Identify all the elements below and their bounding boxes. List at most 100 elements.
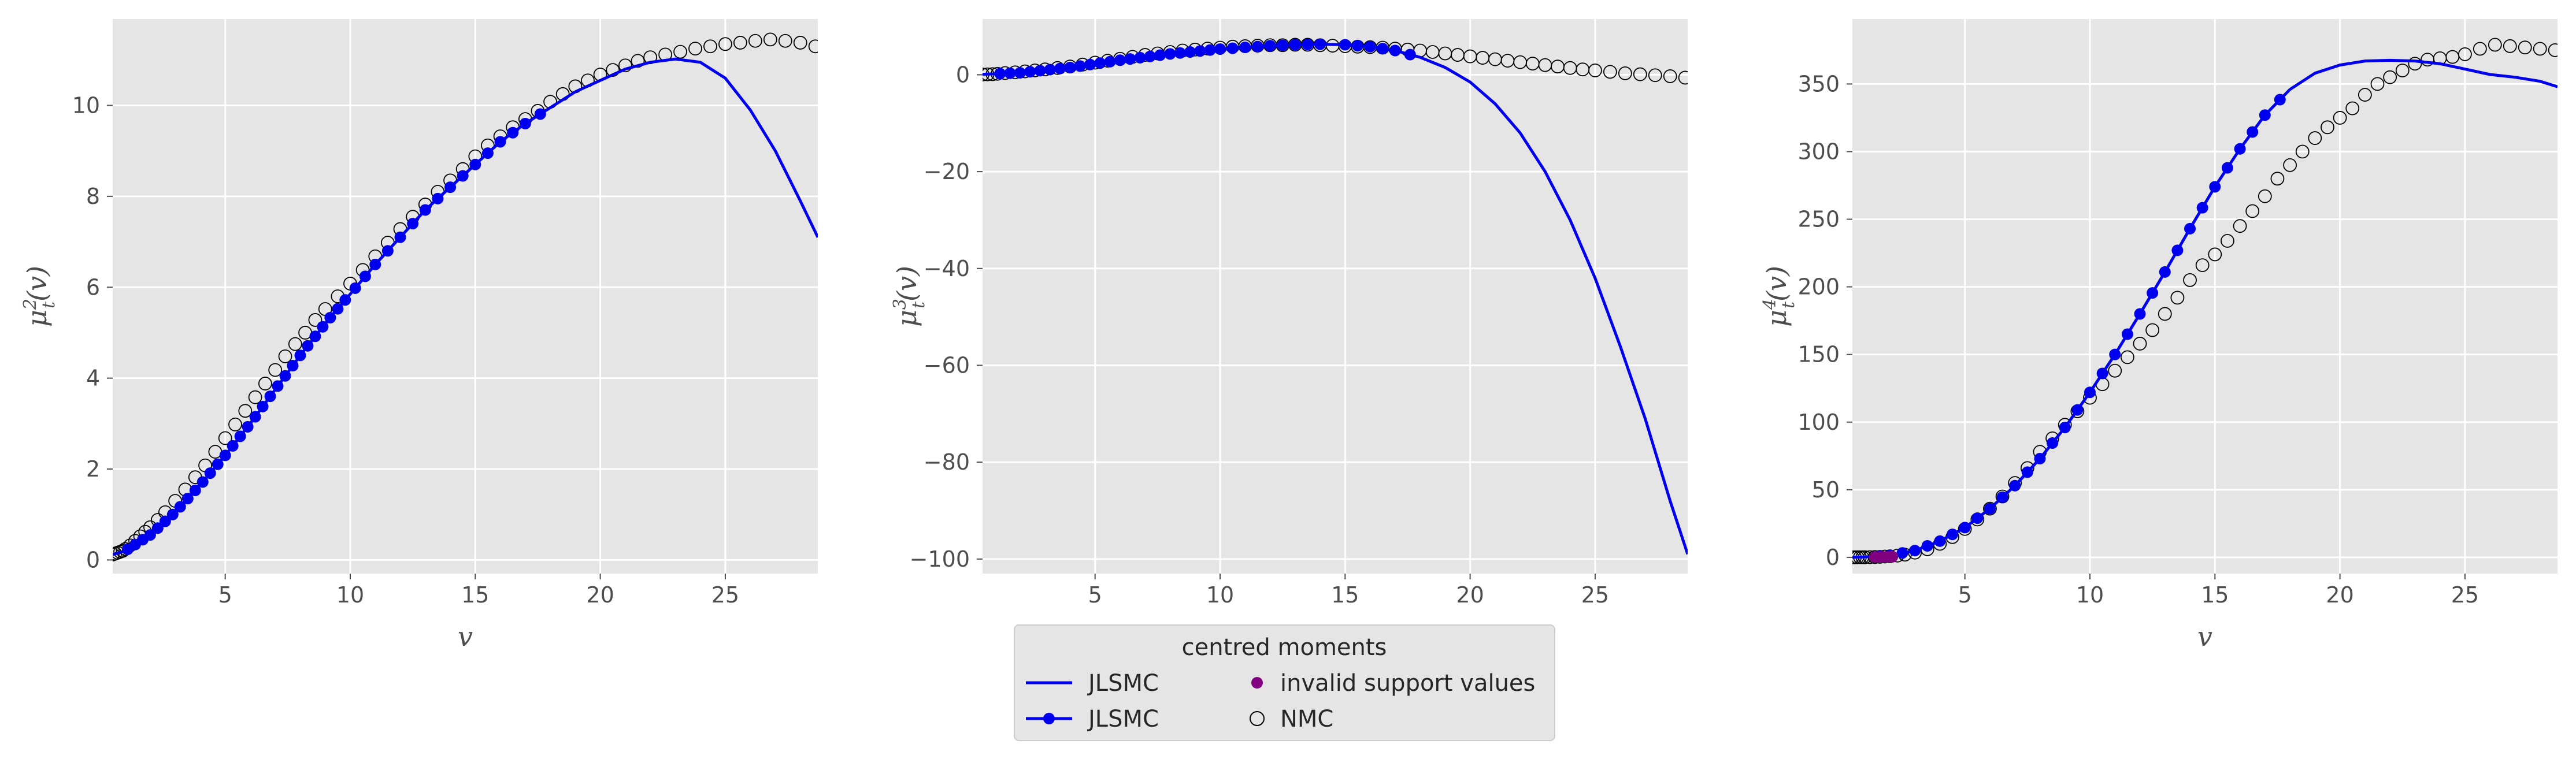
y-tick-label: −40 — [924, 256, 970, 281]
nmc-point — [1983, 501, 1997, 516]
jlsmc-marker — [324, 311, 336, 323]
jlsmc-marker — [1404, 49, 1416, 61]
legend: centred moments JLSMC JLSMC invalid supp… — [1014, 624, 1555, 741]
nmc-point — [2383, 70, 2397, 84]
jlsmc-marker — [2134, 308, 2146, 320]
nmc-point — [778, 34, 792, 48]
jlsmc-marker — [339, 294, 351, 306]
nmc-point — [2408, 57, 2422, 71]
x-tick-label: 20 — [586, 582, 614, 608]
y-tick-label: 300 — [1797, 139, 1840, 164]
plot-area — [983, 19, 1688, 574]
nmc-point — [2120, 350, 2134, 364]
jlsmc-marker — [1084, 58, 1096, 70]
jlsmc-marker — [1194, 45, 1206, 57]
plot-marks — [1852, 38, 2558, 564]
nmc-point — [2518, 40, 2532, 55]
jlsmc-marker — [381, 245, 394, 257]
nmc-point — [1663, 69, 1677, 83]
jlsmc-marker — [234, 430, 246, 442]
nmc-point — [808, 39, 818, 54]
nmc-point — [631, 54, 645, 68]
y-tick-label: 10 — [72, 93, 100, 118]
jlsmc-marker — [1984, 503, 1996, 515]
nmc-point — [793, 36, 807, 50]
jlsmc-marker — [2247, 126, 2259, 138]
x-tick-label: 15 — [461, 582, 489, 608]
nmc-point — [268, 363, 283, 377]
nmc-point — [2245, 204, 2260, 218]
nmc-point — [763, 32, 777, 47]
nmc-point — [2283, 158, 2297, 172]
y-tick-label: 0 — [86, 547, 100, 572]
nmc-point — [308, 313, 323, 327]
plot-marks — [113, 32, 818, 561]
jlsmc-marker — [1289, 39, 1301, 51]
nmc-point — [1588, 63, 1602, 77]
jlsmc-marker — [1074, 60, 1086, 72]
jlsmc-marker — [1184, 46, 1196, 58]
jlsmc-marker — [2071, 404, 2084, 416]
jlsmc-marker — [2274, 94, 2286, 106]
x-tick-label: 15 — [1331, 582, 1359, 608]
nmc-point — [2183, 273, 2197, 287]
jlsmc-marker — [444, 181, 457, 194]
jlsmc-marker — [1996, 491, 2008, 503]
nmc-point — [748, 34, 762, 48]
jlsmc-marker — [2196, 202, 2208, 214]
jlsmc-marker — [2059, 422, 2071, 434]
nmc-point — [2488, 38, 2502, 52]
svg-text:NMC: NMC — [1280, 706, 1333, 732]
jlsmc-marker — [2096, 367, 2108, 380]
y-tick-label: 2 — [86, 456, 100, 482]
jlsmc-marker — [181, 493, 194, 505]
nmc-point — [618, 58, 632, 73]
jlsmc-marker — [1896, 547, 1908, 559]
nmc-point — [2233, 219, 2247, 233]
nmc-point — [288, 337, 302, 351]
jlsmc-marker — [1909, 545, 1921, 557]
jlsmc-marker — [2159, 266, 2171, 278]
jlsmc-marker — [1044, 64, 1056, 76]
nmc-point — [2321, 120, 2334, 135]
jlsmc-marker — [249, 411, 261, 423]
jlsmc-marker — [1104, 55, 1116, 68]
nmc-point — [1603, 65, 1617, 79]
jlsmc-marker — [1264, 40, 1276, 52]
jlsmc-marker — [2171, 244, 2184, 256]
nmc-point — [2158, 307, 2172, 321]
y-tick-label: 150 — [1797, 342, 1840, 367]
jlsmc-marker — [302, 340, 314, 352]
x-tick-label: 10 — [1206, 582, 1234, 608]
x-axis-label: v — [458, 621, 473, 652]
jlsmc-marker — [1054, 62, 1066, 75]
svg-text:JLSMC: JLSMC — [1087, 706, 1159, 732]
nmc-point — [2295, 144, 2310, 159]
jlsmc-marker — [481, 147, 494, 159]
jlsmc-marker — [1959, 522, 1971, 534]
jlsmc-marker — [2047, 437, 2059, 449]
jlsmc-marker — [519, 117, 531, 129]
svg-text:JLSMC: JLSMC — [1087, 670, 1159, 697]
jlsmc-marker — [1214, 43, 1226, 55]
nmc-point — [2221, 234, 2234, 248]
jlsmc-marker — [1314, 38, 1326, 50]
nmc-point — [238, 404, 253, 418]
jlsmc-marker — [1277, 39, 1289, 51]
legend-box — [1014, 624, 1555, 741]
nmc-point — [248, 390, 262, 404]
nmc-point — [718, 37, 732, 51]
jlsmc-marker — [1114, 54, 1126, 66]
legend-entry-nmc: NMC — [1250, 706, 1333, 732]
nmc-point — [2258, 189, 2272, 203]
jlsmc-marker — [2234, 143, 2246, 155]
jlsmc-marker — [2147, 287, 2159, 299]
jlsmc-marker — [1174, 47, 1186, 59]
jlsmc-marker — [369, 258, 381, 270]
nmc-point — [2533, 42, 2547, 56]
y-tick-label: 0 — [1826, 545, 1840, 570]
jlsmc-marker — [2121, 328, 2133, 340]
jlsmc-marker — [1339, 39, 1351, 51]
x-tick-label: 15 — [2201, 582, 2229, 608]
